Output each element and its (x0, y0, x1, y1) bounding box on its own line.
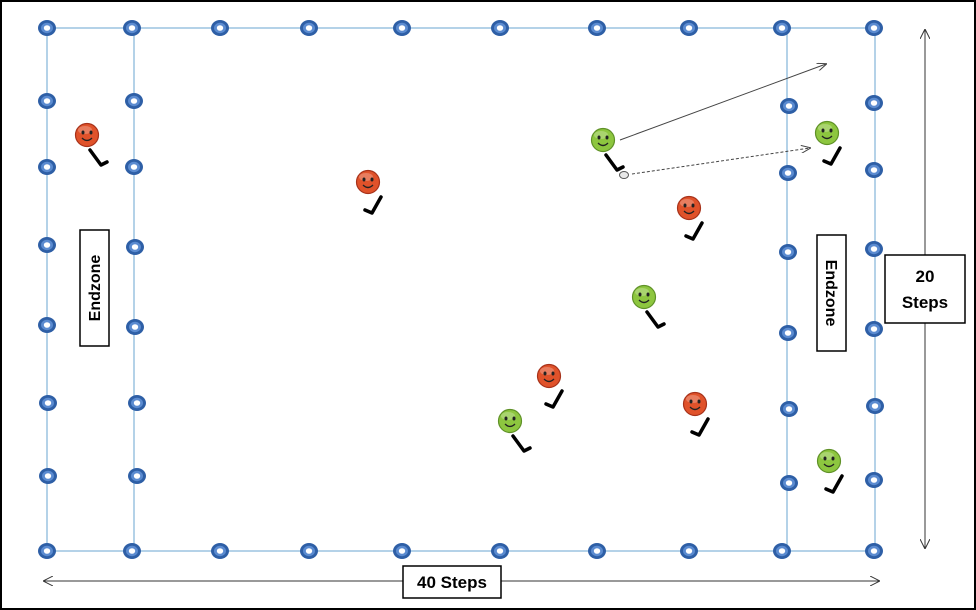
cone-icon (38, 543, 56, 559)
player-red-icon (355, 169, 383, 215)
cone-icon (393, 20, 411, 36)
cone-icon (39, 468, 57, 484)
ball (619, 171, 629, 179)
cone-icon (780, 401, 798, 417)
player-green-icon (814, 120, 842, 166)
player-green-icon (497, 408, 532, 453)
player-red-icon (676, 195, 704, 241)
cone-icon (780, 475, 798, 491)
cone-icon (680, 20, 698, 36)
cone-icon (588, 20, 606, 36)
cone-icon (211, 20, 229, 36)
player-red-icon (536, 363, 564, 409)
width-label-box: 40 Steps (402, 565, 502, 599)
hockey-stick-icon (684, 221, 704, 241)
hockey-stick-icon (604, 153, 625, 172)
cone-icon (126, 319, 144, 335)
cone-icon (779, 165, 797, 181)
cone-icon (680, 543, 698, 559)
player-green-icon (631, 284, 666, 329)
hockey-stick-icon (363, 195, 383, 215)
cone-icon (865, 241, 883, 257)
cone-icon (773, 543, 791, 559)
width-label: 40 Steps (417, 573, 487, 592)
cone-icon (126, 239, 144, 255)
endzone-left-box: Endzone (79, 229, 110, 347)
player-green-icon (816, 448, 844, 494)
cone-icon (865, 20, 883, 36)
height-label-line1: 20 (916, 267, 935, 286)
cone-icon (39, 395, 57, 411)
cone-icon (779, 244, 797, 260)
cone-icon (865, 162, 883, 178)
cone-icon (866, 398, 884, 414)
cone-icon (393, 543, 411, 559)
cone-icon (38, 159, 56, 175)
cone-icon (779, 325, 797, 341)
field-boundary (46, 27, 876, 552)
cone-icon (123, 20, 141, 36)
cone-icon (211, 543, 229, 559)
cone-icon (300, 543, 318, 559)
player-red-icon (74, 122, 109, 167)
hockey-stick-icon (88, 148, 109, 167)
cone-icon (773, 20, 791, 36)
players (74, 120, 844, 494)
hockey-stick-icon (824, 474, 844, 494)
cone-icon (865, 472, 883, 488)
cone-icon (123, 543, 141, 559)
pass-arrows (619, 64, 826, 175)
cone-icon (491, 543, 509, 559)
run-arrow (619, 64, 826, 141)
field-lines (46, 27, 876, 552)
cone-icon (38, 317, 56, 333)
cone-icon (780, 98, 798, 114)
cone-icon (38, 93, 56, 109)
endzone-right-box: Endzone (816, 234, 847, 352)
cone-icon (128, 468, 146, 484)
player-green-icon (590, 127, 625, 172)
hockey-stick-icon (822, 146, 842, 166)
cone-icon (865, 95, 883, 111)
cone-icon (588, 543, 606, 559)
height-label-line2: Steps (902, 293, 948, 312)
cone-icon (865, 321, 883, 337)
endzone-right-label: Endzone (822, 260, 839, 327)
cone-icon (38, 20, 56, 36)
cones (38, 20, 884, 559)
height-label-box: 20 Steps (884, 254, 966, 324)
cone-icon (865, 543, 883, 559)
cone-icon (300, 20, 318, 36)
hockey-stick-icon (544, 389, 564, 409)
hockey-stick-icon (645, 310, 666, 329)
cone-icon (125, 159, 143, 175)
cone-icon (128, 395, 146, 411)
endzone-left-label: Endzone (87, 255, 104, 322)
cone-icon (491, 20, 509, 36)
cone-icon (125, 93, 143, 109)
hockey-stick-icon (690, 417, 710, 437)
player-red-icon (682, 391, 710, 437)
hockey-stick-icon (511, 434, 532, 453)
cone-icon (38, 237, 56, 253)
